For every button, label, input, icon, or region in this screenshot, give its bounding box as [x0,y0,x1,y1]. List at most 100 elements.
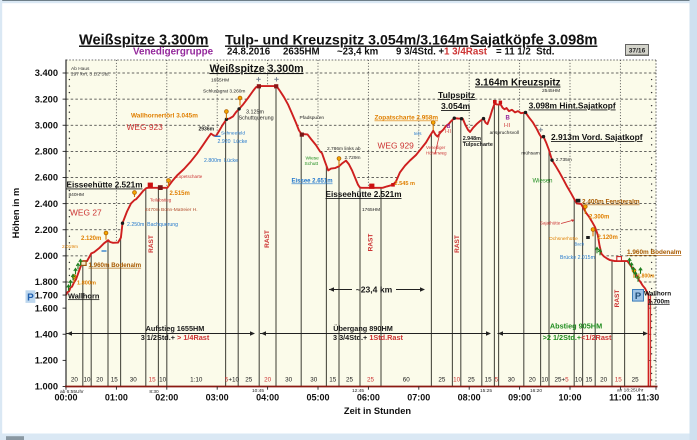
svg-text:8:30: 8:30 [149,389,159,395]
svg-text:10: 10 [575,377,583,384]
svg-text:15: 15 [585,377,593,384]
svg-text:3.164m Kreuzspitz: 3.164m Kreuzspitz [475,78,561,89]
svg-text:Schutt: Schutt [305,161,319,167]
svg-text:01:00: 01:00 [105,393,128,403]
svg-text:Zopetscharte: Zopetscharte [176,174,203,179]
svg-text:03:00: 03:00 [206,393,229,403]
svg-text:1.800m: 1.800m [638,273,656,279]
svg-text:Abstieg 905HM: Abstieg 905HM [550,322,602,331]
svg-text:1.800m: 1.800m [77,281,96,287]
svg-text:1.200: 1.200 [35,356,58,366]
svg-text:Teilabstieg: Teilabstieg [150,198,172,203]
svg-text:15: 15 [329,377,337,384]
svg-text:3.000: 3.000 [35,120,58,130]
svg-text:20: 20 [71,377,79,384]
svg-text:Eisseehütte 2.521m: Eisseehütte 2.521m [67,181,143,190]
svg-text:10: 10 [453,377,461,384]
svg-text:2.200: 2.200 [35,225,58,235]
svg-text:3.125m: 3.125m [246,110,264,116]
svg-text:B: B [447,124,451,130]
svg-text:Zeit in Stunden: Zeit in Stunden [344,406,411,416]
svg-text:840HM: 840HM [69,192,84,198]
svg-text:Venediger: Venediger [426,145,446,150]
svg-text:RAST: RAST [264,230,271,248]
svg-text:2.600: 2.600 [35,173,58,183]
svg-text:2.400m Fensteralm: 2.400m Fensteralm [582,199,640,206]
svg-text:16:20: 16:20 [530,388,542,394]
svg-text:30: 30 [310,377,318,384]
svg-text:RAST: RAST [614,290,621,308]
svg-text:10: 10 [159,377,167,384]
svg-text:1:10: 1:10 [190,377,203,384]
svg-text:Sajathütte: Sajathütte [540,221,561,226]
svg-text:anspruchsvoll: anspruchsvoll [490,130,519,136]
svg-text:P: P [635,291,642,302]
svg-text:Ochsnerhütte: Ochsnerhütte [549,236,578,242]
svg-text:1 3/4Rast: 1 3/4Rast [444,47,488,58]
svg-text:B: B [506,116,511,122]
svg-text:20: 20 [600,377,608,384]
svg-text:1.400: 1.400 [35,329,58,339]
svg-text:P: P [27,293,34,304]
svg-text:Wiesen: Wiesen [533,179,553,185]
svg-text:2635HM: 2635HM [283,47,320,58]
svg-text:Wallhorn: Wallhorn [68,291,100,300]
svg-text:I-II: I-II [445,129,451,135]
svg-text:2.800m Lücke: 2.800m Lücke [204,158,238,164]
svg-text:2.913m Vord. Sajatkopf: 2.913m Vord. Sajatkopf [551,132,643,142]
svg-text:RAST: RAST [367,234,374,252]
svg-text:1765HM: 1765HM [362,207,380,213]
svg-text:2.729m: 2.729m [345,155,361,161]
svg-text:Sajatköpfe 3.098m: Sajatköpfe 3.098m [470,33,597,49]
svg-text:WEG 27: WEG 27 [70,208,102,218]
svg-text:297 km, 3 1/2 Std.: 297 km, 3 1/2 Std. [71,72,110,78]
svg-text:3.098m Hint.Sajatkopf: 3.098m Hint.Sajatkopf [529,101,616,111]
svg-text:Aufstieg 1655HM: Aufstieg 1655HM [146,324,205,333]
svg-text:07:00: 07:00 [407,393,430,403]
svg-text:09:00: 09:00 [508,393,531,403]
svg-text:30: 30 [508,377,516,384]
svg-text:2.800: 2.800 [35,147,58,157]
svg-text:1.800: 1.800 [35,277,58,287]
svg-text:2.120m: 2.120m [598,235,618,241]
svg-text:teils: teils [414,131,421,136]
svg-text:15: 15 [615,377,623,384]
svg-text:30: 30 [285,377,293,384]
svg-text:1.960m Bodenalm: 1.960m Bodenalm [89,262,142,269]
svg-text:mühsam: mühsam [521,151,539,157]
svg-text:2.515m: 2.515m [170,191,190,197]
svg-text:04:00: 04:00 [256,393,279,403]
svg-text:2545HM: 2545HM [542,88,560,94]
svg-text:2.000: 2.000 [35,251,58,261]
svg-text:2.250m Bachquerung: 2.250m Bachquerung [127,222,178,228]
svg-text:15: 15 [485,377,493,384]
svg-text:WEG 923: WEG 923 [127,122,164,132]
svg-text:10:00: 10:00 [558,393,581,403]
svg-text:2.019m: 2.019m [62,244,78,250]
svg-text:2.400: 2.400 [35,199,58,209]
svg-text:Wiese: Wiese [306,156,320,162]
svg-text:3.054m: 3.054m [441,101,471,111]
svg-text:5: 5 [495,377,499,384]
svg-text:11:30: 11:30 [637,393,660,403]
svg-text:25: 25 [438,377,446,384]
svg-text:Weißspitze 3.300m: Weißspitze 3.300m [210,63,304,75]
svg-text:15: 15 [111,377,119,384]
svg-text:2.545 m: 2.545 m [395,181,416,187]
svg-text:Pfadspuren: Pfadspuren [300,115,325,121]
svg-text:37/16: 37/16 [629,48,646,55]
svg-text:1.960m Bodenalm: 1.960m Bodenalm [627,249,682,256]
svg-text:25: 25 [367,377,375,384]
svg-text:08:00: 08:00 [458,393,481,403]
svg-text:ab 6:55Uhr: ab 6:55Uhr [60,389,84,395]
svg-text:Höhenweg: Höhenweg [426,151,447,156]
svg-text:25: 25 [245,377,253,384]
svg-text:25: 25 [632,377,640,384]
svg-text:= 11 1/2 Std.: = 11 1/2 Std. [496,47,555,58]
svg-text:05:00: 05:00 [306,393,329,403]
svg-text:1.700: 1.700 [35,290,58,300]
svg-text:Tulpspitz: Tulpspitz [438,90,475,100]
svg-text:15:25: 15:25 [480,388,492,394]
svg-text:>2 1/2Std.+<1/2Rast: >2 1/2Std.+<1/2Rast [543,333,612,342]
svg-text:~23,4 km: ~23,4 km [337,47,379,58]
